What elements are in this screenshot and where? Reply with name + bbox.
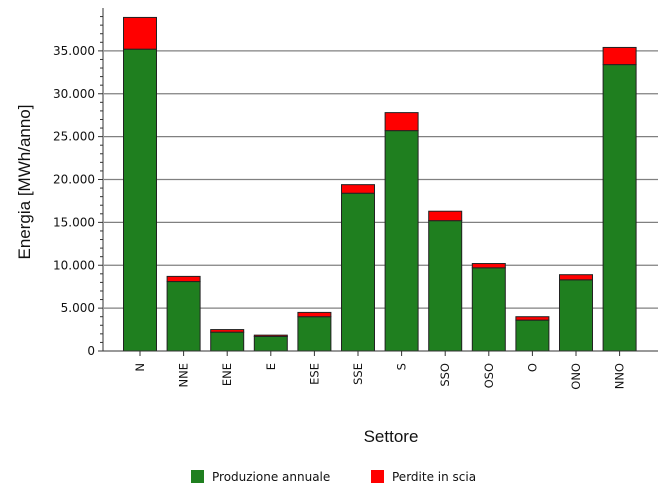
gridlines <box>104 50 658 309</box>
bar-produzione-nno <box>602 64 637 352</box>
y-tick-label: 25.000 <box>53 130 95 144</box>
y-tick-label: 0 <box>87 344 95 358</box>
bar-perdite-sse <box>341 184 375 194</box>
bar-produzione-oso <box>471 267 506 352</box>
bar-produzione-n <box>123 48 157 352</box>
y-tick-label: 15.000 <box>53 215 95 229</box>
y-tick-labels: 0 5.000 10.000 15.000 20.000 25.000 30.000 35.0… <box>53 44 95 358</box>
bar-perdite-e <box>253 334 288 337</box>
bar-produzione-e <box>253 335 288 352</box>
legend-label: Produzione annuale <box>212 470 330 484</box>
bar-perdite-s <box>384 112 419 132</box>
bar-perdite-n <box>123 16 157 50</box>
legend: Produzione annuale Perdite in scia <box>191 470 476 484</box>
bar-perdite-o <box>515 316 550 321</box>
x-tick-label: OSO <box>482 363 496 388</box>
axes <box>98 8 658 356</box>
x-tick-labels: N NNE ENE E ESE SSE S SSO OSO O ONO NNO <box>133 363 627 390</box>
x-tick-label: NNO <box>613 363 627 389</box>
x-tick-label: S <box>395 363 409 370</box>
x-tick-label: E <box>264 363 278 370</box>
y-tick-label: 10.000 <box>53 258 95 272</box>
bar-produzione-sse <box>341 192 375 352</box>
bar-perdite-nne <box>166 275 201 283</box>
bar-perdite-oso <box>471 263 506 269</box>
y-axis-title: Energia [MWh/anno] <box>15 105 34 260</box>
y-tick-label: 30.000 <box>53 87 95 101</box>
bar-produzione-ene <box>210 331 245 352</box>
x-tick-label: N <box>133 363 147 372</box>
x-tick-label: ENE <box>220 363 234 386</box>
x-tick-label: ESE <box>307 363 321 385</box>
bars <box>123 16 637 352</box>
x-axis-title: Settore <box>364 427 419 446</box>
legend-swatch <box>191 470 204 483</box>
bar-perdite-ene <box>210 329 245 333</box>
y-tick-label: 35.000 <box>53 44 95 58</box>
bar-perdite-nno <box>602 46 637 66</box>
bar-produzione-sso <box>428 220 463 352</box>
legend-label: Perdite in scia <box>392 470 476 484</box>
bar-produzione-s <box>384 130 419 352</box>
x-tick-label: NNE <box>177 363 191 387</box>
bar-perdite-ono <box>559 274 593 281</box>
x-tick-label: ONO <box>569 363 583 390</box>
bar-produzione-o <box>515 319 550 352</box>
bar-produzione-nne <box>166 281 201 352</box>
bar-perdite-ese <box>297 311 332 318</box>
bar-produzione-ono <box>559 279 593 352</box>
legend-swatch <box>371 470 384 483</box>
y-tick-label: 5.000 <box>61 301 95 315</box>
x-tick-label: SSE <box>351 363 365 385</box>
x-tick-label: SSO <box>438 363 452 387</box>
y-tick-label: 20.000 <box>53 173 95 187</box>
bar-perdite-sso <box>428 210 463 222</box>
x-tick-label: O <box>525 363 539 372</box>
bar-produzione-ese <box>297 316 332 352</box>
